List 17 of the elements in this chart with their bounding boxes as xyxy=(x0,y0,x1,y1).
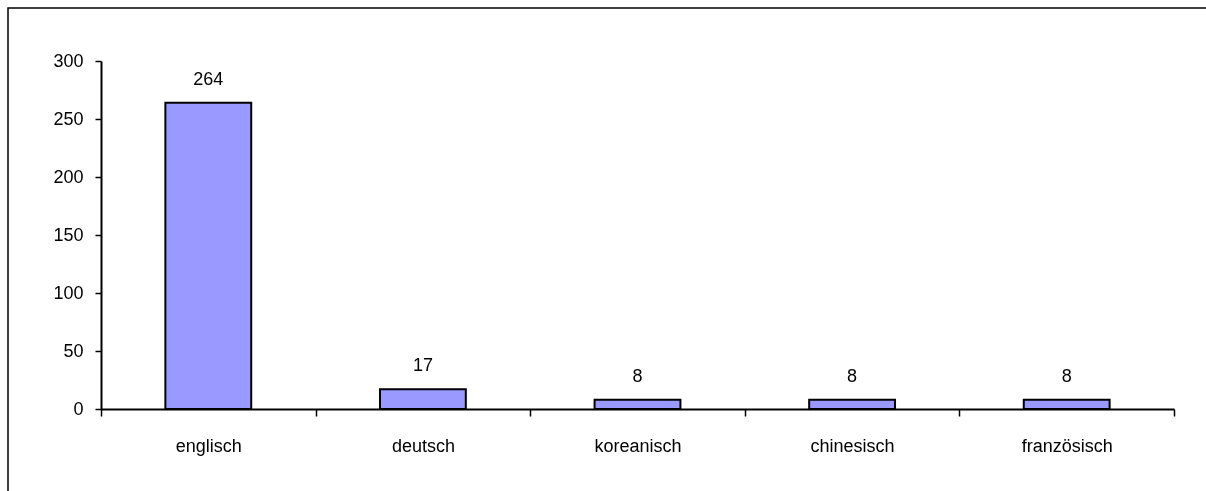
y-tick-label: 250 xyxy=(53,108,84,129)
x-tick-label: chinesisch xyxy=(810,435,895,456)
y-tick-label: 150 xyxy=(53,224,84,245)
data-label: 17 xyxy=(412,355,433,376)
y-tick-label: 300 xyxy=(53,50,84,71)
data-label: 8 xyxy=(632,365,643,386)
y-tick-label: 200 xyxy=(53,166,84,187)
y-tick-label: 100 xyxy=(53,282,84,303)
data-label: 264 xyxy=(193,68,224,89)
data-label: 8 xyxy=(847,365,858,386)
x-tick-label: englisch xyxy=(175,435,242,456)
x-tick-label: deutsch xyxy=(391,435,455,456)
x-tick-label: koreanisch xyxy=(594,435,682,456)
x-tick-label: französisch xyxy=(1021,435,1113,456)
data-label: 8 xyxy=(1061,365,1072,386)
y-tick-label: 0 xyxy=(73,398,84,419)
y-tick-label: 50 xyxy=(63,340,84,361)
